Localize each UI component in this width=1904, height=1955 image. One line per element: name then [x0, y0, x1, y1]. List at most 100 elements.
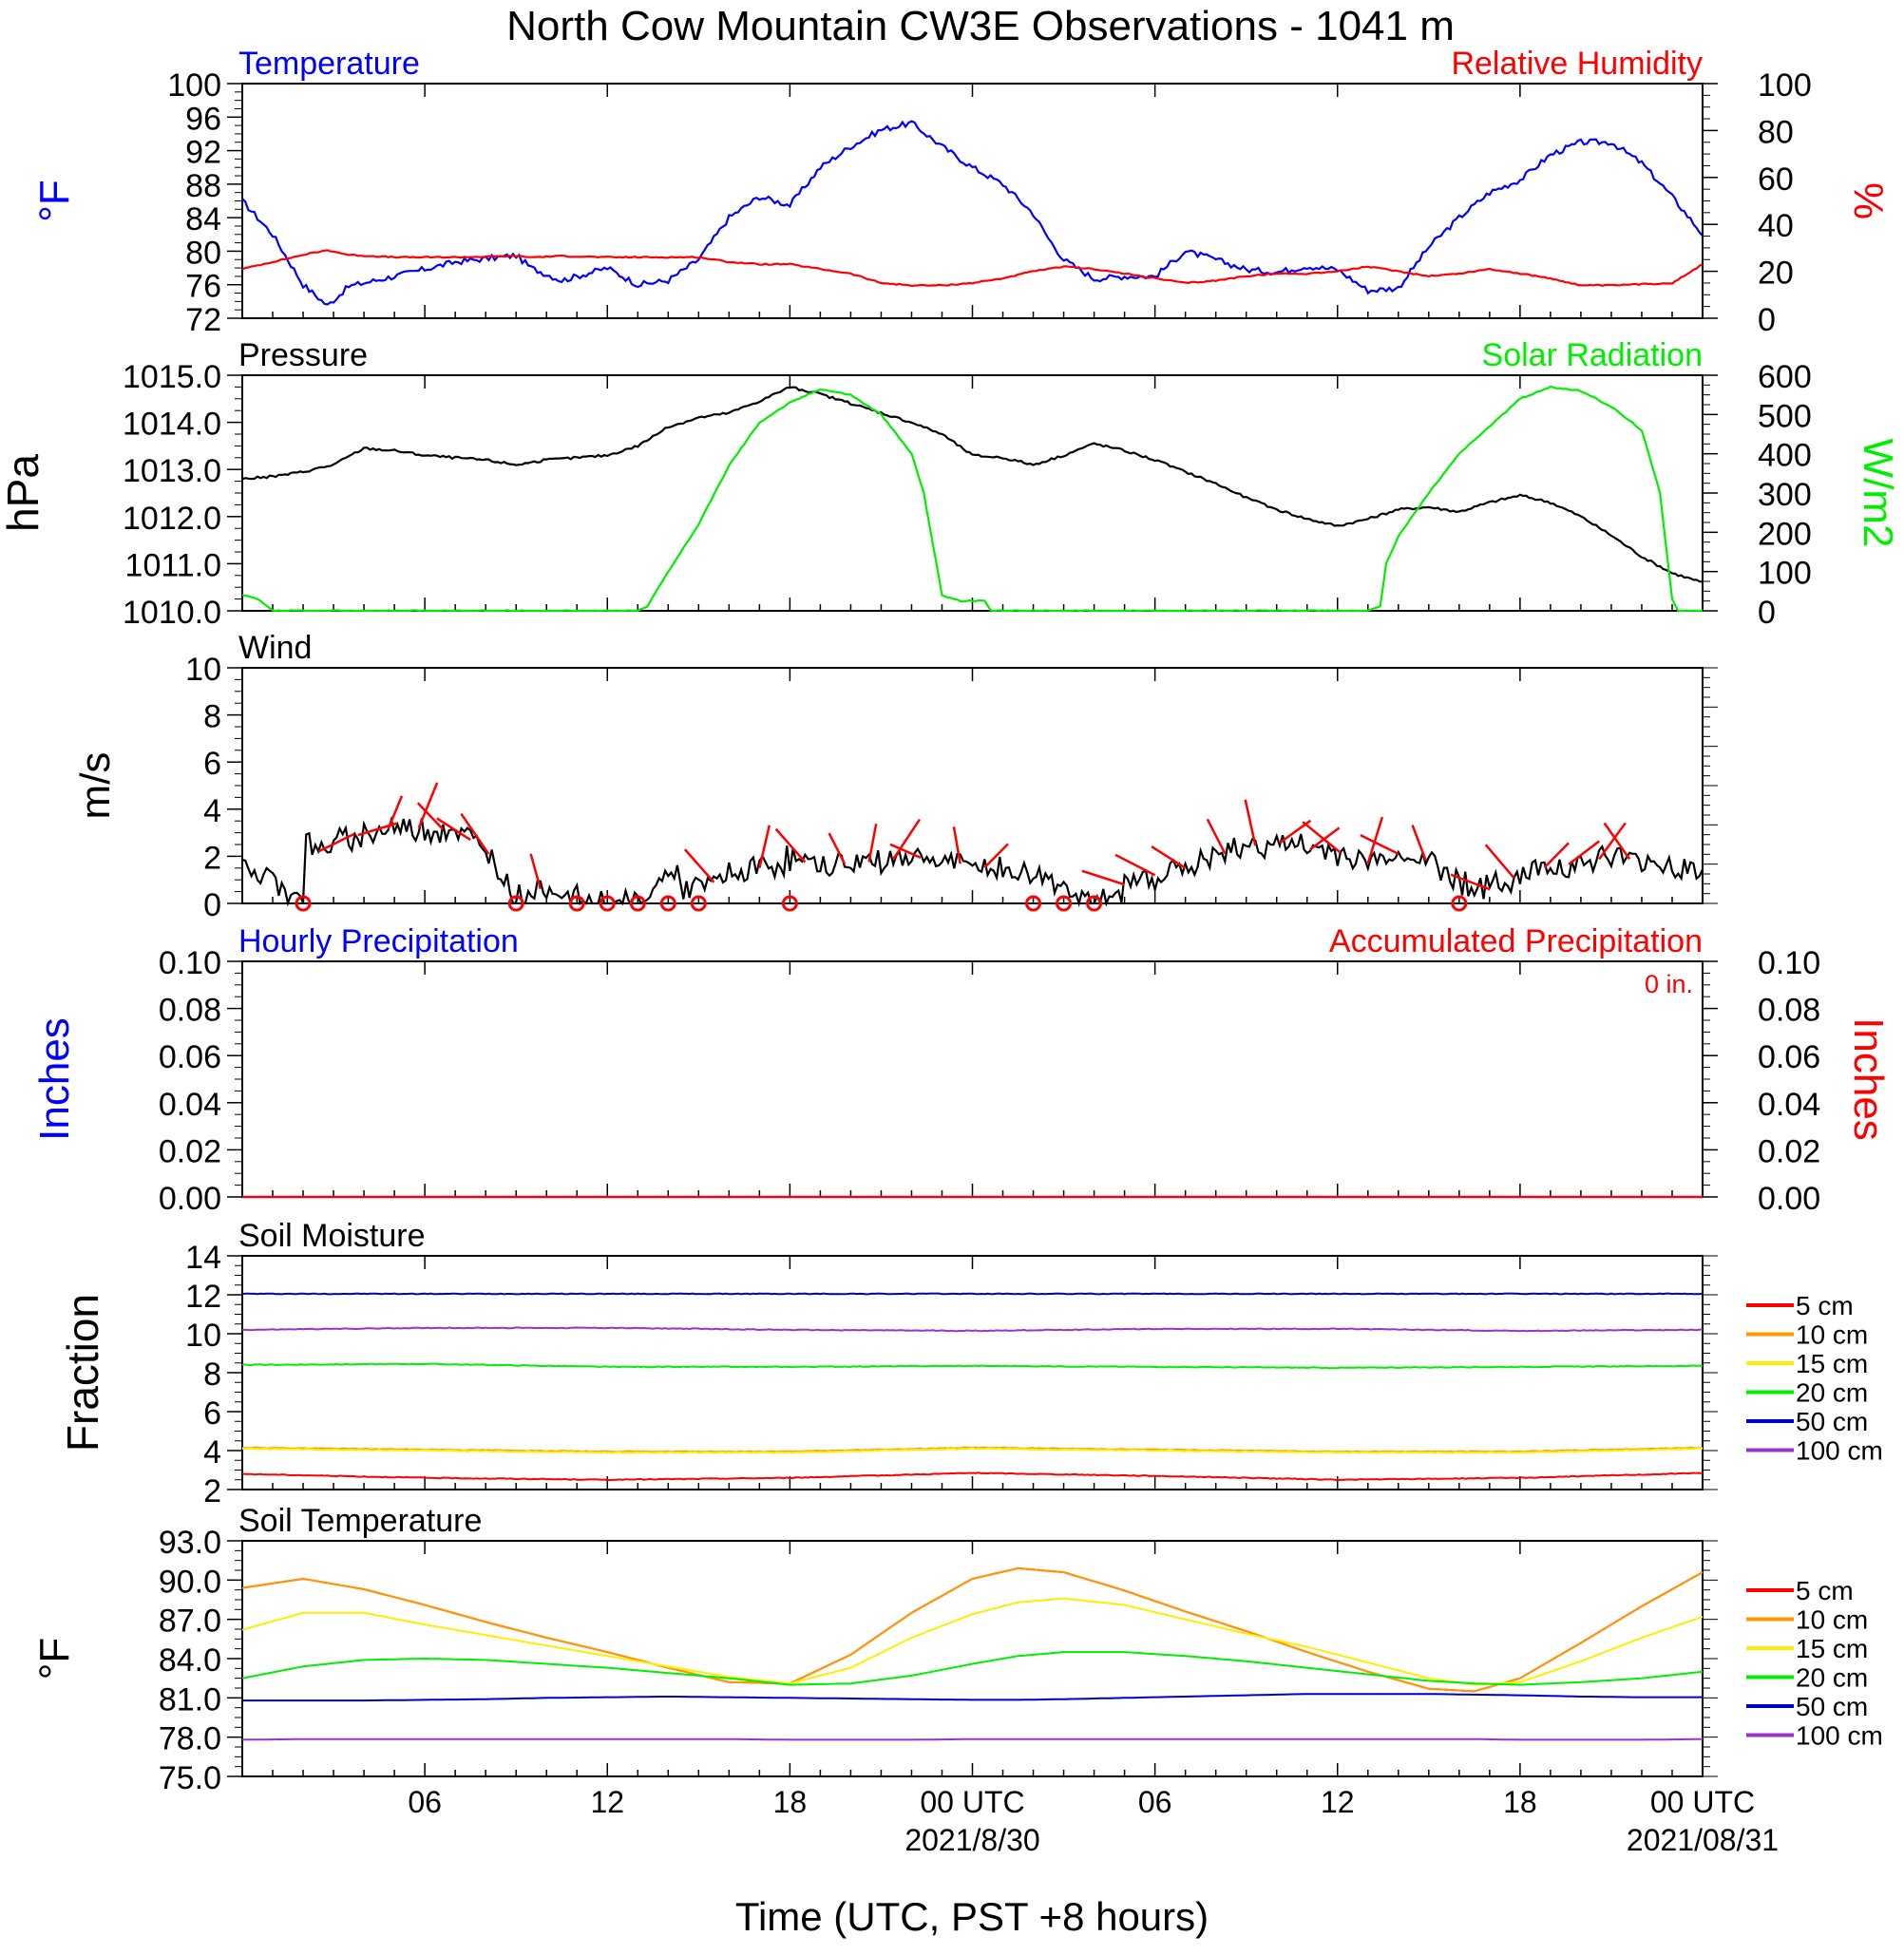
y-left-tick-label: 0: [203, 887, 221, 923]
figure-title: North Cow Mountain CW3E Observations - 1…: [506, 3, 1455, 49]
wind-barb: [1114, 853, 1156, 877]
panels-group: 10096928884807672100806040200Temperature…: [0, 46, 1901, 1857]
y-right-tick-label: 60: [1758, 161, 1794, 198]
wind-barb: [1603, 822, 1631, 861]
wind-barb: [828, 832, 847, 864]
wind-calm-marker: [507, 895, 524, 912]
wind-barb: [867, 823, 878, 863]
panel-title-left: Temperature: [238, 46, 420, 82]
legend-label: 10 cm: [1796, 1320, 1868, 1350]
y-left-tick-label: 0.10: [159, 945, 221, 981]
series-line-20-cm: [241, 1362, 1704, 1370]
y-left-tick-label: 96: [185, 101, 221, 137]
y-right-tick-label: 0.04: [1758, 1087, 1820, 1123]
legend-label: 5 cm: [1796, 1291, 1854, 1320]
series-line-100-cm: [241, 1737, 1704, 1741]
y-axis-label-left: Fraction: [58, 1294, 107, 1452]
legend-label: 20 cm: [1796, 1378, 1868, 1408]
series-line-20-cm: [241, 1651, 1704, 1686]
y-left-tick-label: 0.00: [159, 1181, 221, 1217]
y-left-tick-label: 88: [185, 168, 221, 204]
y-left-tick-label: 1013.0: [123, 453, 221, 489]
wind-barb: [892, 819, 921, 861]
x-tick-label: 18: [773, 1785, 808, 1819]
wind-calm-marker: [1025, 895, 1042, 912]
panel-title-left: Hourly Precipitation: [238, 923, 519, 959]
y-right-tick-label: 400: [1758, 438, 1812, 474]
y-left-tick-label: 78.0: [159, 1721, 221, 1757]
y-left-tick-label: 84.0: [159, 1642, 221, 1679]
y-axis-label-left: °F: [31, 180, 78, 221]
wind-calm-marker: [295, 895, 312, 912]
y-axis-label-right: W/m2: [1855, 439, 1901, 548]
y-right-tick-label: 40: [1758, 208, 1794, 244]
wind-barb: [387, 795, 404, 830]
y-right-tick-label: 0.10: [1758, 945, 1820, 981]
y-left-tick-label: 87.0: [159, 1604, 221, 1640]
y-left-tick-label: 72: [185, 302, 221, 338]
wind-calm-marker: [659, 895, 676, 912]
x-tick-label: 12: [1321, 1785, 1355, 1819]
y-left-tick-label: 80: [185, 235, 221, 271]
series-line-solar-radiation: [241, 385, 1704, 613]
x-tick-label: 12: [590, 1785, 624, 1819]
wind-barb: [417, 782, 439, 829]
y-left-tick-label: 4: [203, 793, 221, 829]
x-date-label: 2021/08/31: [1627, 1823, 1779, 1857]
panel-wind: 10 8 6 4 2 0 Wind m/s: [72, 630, 1718, 923]
y-right-tick-label: 0.02: [1758, 1133, 1820, 1169]
panel-title-right: Accumulated Precipitation: [1329, 923, 1703, 959]
wind-barb: [1450, 873, 1491, 891]
y-left-tick-label: 8: [203, 699, 221, 735]
series-line-5-cm: [241, 1471, 1704, 1482]
wind-barb: [983, 843, 1009, 869]
x-tick-label: 18: [1503, 1785, 1537, 1819]
panel-title-left: Wind: [238, 630, 312, 666]
y-right-tick-label: 0: [1758, 302, 1776, 338]
series-line-10-cm: [241, 1566, 1704, 1693]
wind-barb: [1366, 816, 1384, 864]
y-axis-label-left: hPa: [0, 454, 48, 532]
x-tick-label: 00 UTC: [920, 1785, 1024, 1819]
y-left-tick-label: 75.0: [159, 1760, 221, 1796]
x-tick-label: 06: [408, 1785, 442, 1819]
y-left-tick-label: 0.02: [159, 1133, 221, 1169]
panel-title-left: Soil Temperature: [238, 1503, 482, 1539]
y-left-tick-label: 93.0: [159, 1525, 221, 1561]
legend-label: 50 cm: [1796, 1407, 1868, 1436]
wind-calm-marker: [690, 895, 707, 912]
y-left-tick-label: 0.06: [159, 1039, 221, 1075]
series-line-15-cm: [241, 1447, 1704, 1454]
wind-barb: [683, 848, 715, 883]
series-line-pressure: [241, 386, 1704, 583]
y-right-tick-label: 100: [1758, 67, 1812, 104]
y-left-tick-label: 90.0: [159, 1564, 221, 1600]
y-right-tick-label: 300: [1758, 477, 1812, 513]
wind-barb: [317, 832, 355, 853]
wind-barb: [436, 817, 471, 842]
y-right-tick-label: 20: [1758, 256, 1794, 292]
x-tick-label: 00 UTC: [1650, 1785, 1755, 1819]
legend-label: 20 cm: [1796, 1663, 1868, 1693]
y-left-tick-label: 1010.0: [123, 595, 221, 631]
y-left-tick-label: 14: [185, 1240, 221, 1276]
wind-calm-marker: [1086, 895, 1103, 912]
y-left-tick-label: 84: [185, 201, 221, 237]
legend-label: 5 cm: [1796, 1576, 1854, 1605]
y-axis-label-right: %: [1845, 182, 1892, 219]
y-left-tick-label: 6: [203, 1395, 221, 1432]
wind-barb: [1543, 842, 1570, 869]
panel-temp_rh: 10096928884807672100806040200Temperature…: [31, 46, 1892, 338]
y-left-tick-label: 81.0: [159, 1681, 221, 1718]
y-axis-label-right: Inches: [1845, 1017, 1892, 1141]
legend-label: 50 cm: [1796, 1692, 1868, 1721]
series-line-50-cm: [242, 1693, 1703, 1702]
wind-barb: [774, 827, 807, 864]
wind-barb: [1411, 825, 1427, 862]
x-tick-label: 06: [1138, 1785, 1172, 1819]
wind-barb: [1151, 845, 1187, 869]
